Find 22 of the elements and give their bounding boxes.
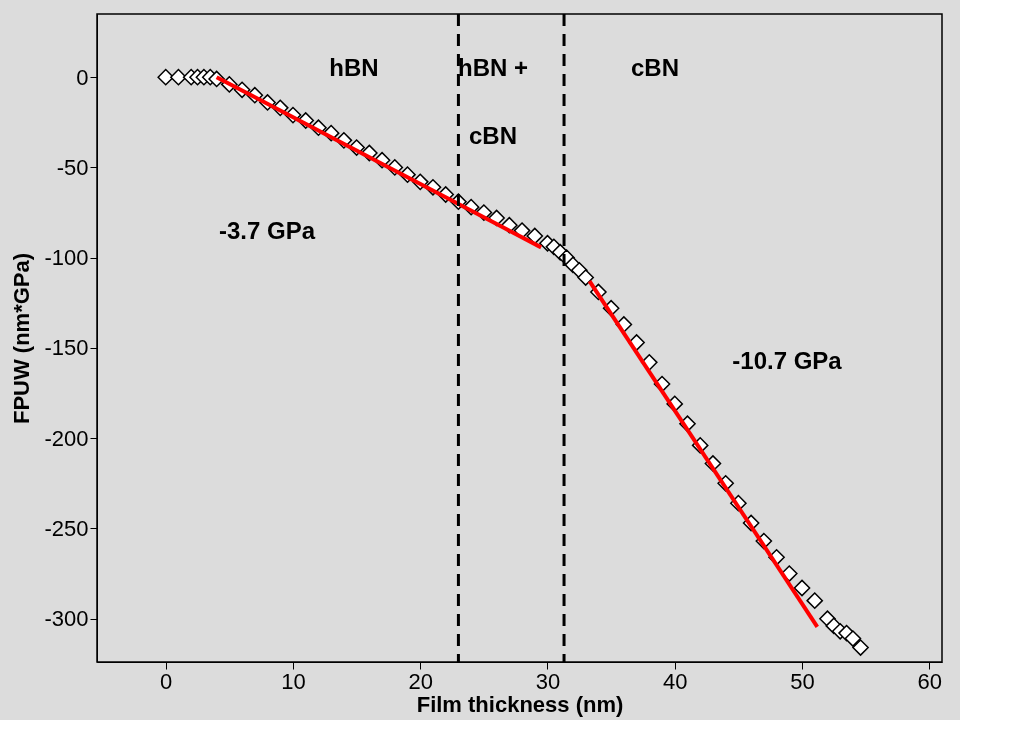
y-tick-label: -50 — [56, 154, 89, 180]
x-tick-label: 40 — [663, 668, 688, 694]
x-tick-label: 0 — [160, 668, 173, 694]
annotation: hBN + — [457, 54, 529, 81]
x-tick-label: 20 — [408, 668, 433, 694]
x-axis-title: Film thickness (nm) — [416, 691, 624, 717]
x-tick-label: 30 — [535, 668, 561, 694]
annotation: cBN — [468, 122, 518, 149]
y-tick-label: -250 — [44, 515, 89, 541]
x-tick-label: 50 — [790, 668, 815, 694]
x-tick-label: 10 — [281, 668, 306, 694]
y-axis-title: FPUW (nm*GPa) — [9, 252, 35, 425]
y-tick-label: -200 — [44, 425, 89, 451]
annotation: cBN — [630, 54, 680, 81]
annotation: -3.7 GPa — [218, 217, 316, 244]
annotation: hBN — [329, 54, 379, 81]
x-tick-label: 60 — [917, 668, 943, 694]
y-tick-label: -300 — [44, 606, 89, 632]
y-tick-label: 0 — [76, 64, 89, 90]
y-tick-label: -150 — [44, 335, 89, 361]
y-tick-label: -100 — [44, 245, 89, 271]
annotation: -10.7 GPa — [732, 347, 843, 374]
